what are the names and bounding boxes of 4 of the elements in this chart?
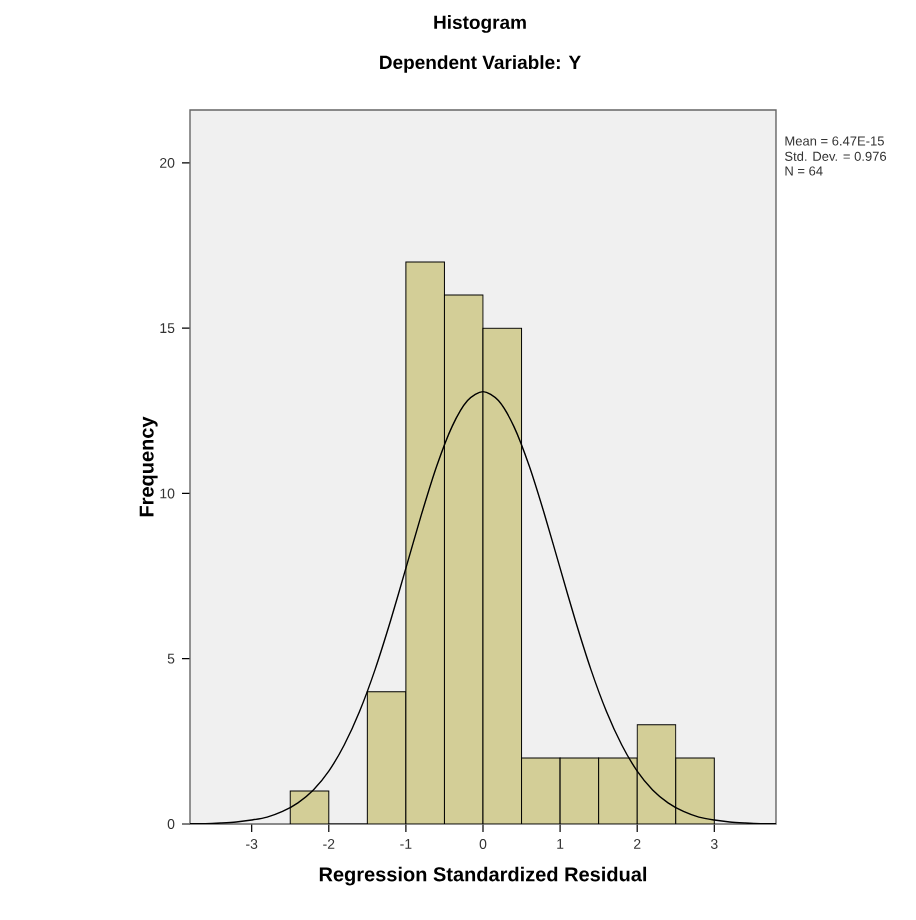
x-axis-title: Regression Standardized Residual	[319, 866, 647, 886]
chart-title: Histogram	[434, 15, 526, 33]
chart-subtitle: Dependent Variable: Y	[380, 55, 581, 73]
y-axis-title: Frequency	[139, 416, 158, 517]
